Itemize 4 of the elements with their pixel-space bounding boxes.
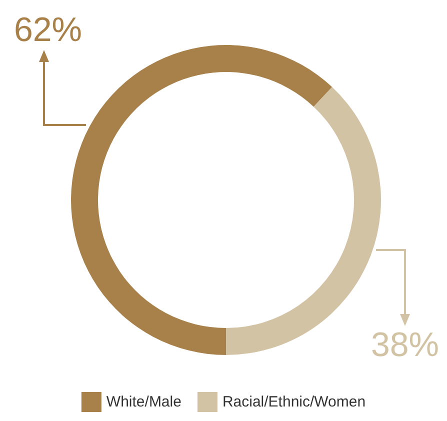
legend-label: White/Male [106, 394, 182, 410]
data-label: 62% [14, 11, 82, 49]
legend-label: Racial/Ethnic/Women [222, 394, 366, 410]
data-label: 38% [370, 326, 440, 364]
